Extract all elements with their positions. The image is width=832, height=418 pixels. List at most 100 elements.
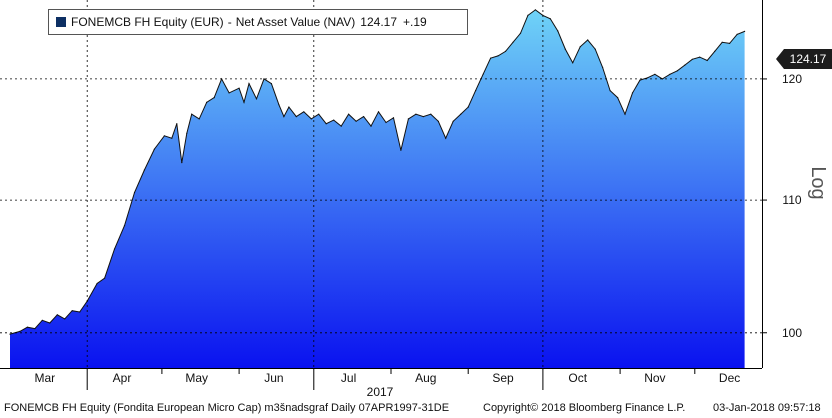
nav-data-point xyxy=(370,125,372,127)
x-month-label: Sep xyxy=(492,371,514,385)
x-month-label: Mar xyxy=(34,371,55,385)
nav-data-point xyxy=(699,56,701,58)
last-value-tag: 124.17 xyxy=(776,49,832,69)
nav-data-point xyxy=(228,92,230,94)
chart-footer: FONEMCB FH Equity (Fondita European Micr… xyxy=(0,399,832,418)
legend-ticker: FONEMCB FH Equity (EUR) xyxy=(71,15,224,29)
chart-legend: FONEMCB FH Equity (EUR) - Net Asset Valu… xyxy=(48,9,468,35)
nav-data-point xyxy=(34,328,36,330)
nav-data-point xyxy=(564,48,566,50)
nav-data-point xyxy=(669,73,671,75)
y-tick-label: 100 xyxy=(782,326,802,340)
nav-data-point xyxy=(56,314,58,316)
nav-data-point xyxy=(661,78,664,80)
nav-data-point xyxy=(355,120,357,122)
legend-swatch-icon xyxy=(56,17,66,27)
nav-data-point xyxy=(191,113,193,115)
nav-data-point xyxy=(310,118,312,120)
nav-data-point xyxy=(385,121,387,124)
nav-data-point xyxy=(691,58,693,60)
nav-data-point xyxy=(303,111,305,113)
nav-data-point xyxy=(181,162,183,164)
legend-last-value: 124.17 xyxy=(360,15,397,29)
nav-data-point xyxy=(64,318,66,320)
nav-data-point xyxy=(248,83,250,85)
nav-data-point xyxy=(676,70,678,72)
nav-data-point xyxy=(19,330,21,332)
nav-data-point xyxy=(572,62,574,64)
nav-data-point xyxy=(609,90,611,92)
x-month-label: Jun xyxy=(264,371,283,385)
nav-data-point xyxy=(198,118,200,120)
nav-data-point xyxy=(153,148,155,150)
scale-label: Log xyxy=(807,166,829,199)
nav-data-point xyxy=(602,66,604,68)
nav-data-point xyxy=(143,169,145,171)
nav-data-point xyxy=(407,118,409,120)
nav-data-point xyxy=(527,14,529,16)
nav-data-point xyxy=(631,92,634,94)
nav-data-point xyxy=(654,73,656,75)
nav-data-point xyxy=(288,106,290,108)
nav-data-point xyxy=(422,116,424,118)
nav-data-point xyxy=(283,116,285,118)
nav-data-point xyxy=(325,123,327,125)
nav-data-point xyxy=(171,137,173,139)
nav-data-point xyxy=(729,42,731,45)
footer-timestamp: 03-Jan-2018 09:57:18 xyxy=(713,402,821,414)
year-label: 2017 xyxy=(367,385,394,399)
nav-data-point xyxy=(348,113,350,115)
nav-data-point xyxy=(467,106,469,108)
nav-data-point xyxy=(430,113,432,115)
nav-data-point xyxy=(123,225,126,227)
nav-data-point xyxy=(445,137,447,139)
nav-data-point xyxy=(392,117,395,119)
legend-description: Net Asset Value (NAV) xyxy=(235,15,356,29)
nav-data-point xyxy=(490,57,492,59)
footer-security-info: FONEMCB FH Equity (Fondita European Micr… xyxy=(4,402,450,414)
nav-data-point xyxy=(295,116,297,118)
x-month-label: Oct xyxy=(568,371,587,385)
x-month-label: Jul xyxy=(341,371,356,385)
nav-data-point xyxy=(736,33,738,36)
x-month-label: Aug xyxy=(415,371,436,385)
y-tick-label: 120 xyxy=(782,72,802,86)
nav-data-point xyxy=(617,97,619,99)
nav-data-point xyxy=(333,119,335,121)
nav-data-point xyxy=(133,191,136,194)
nav-data-point xyxy=(646,77,649,79)
nav-data-point xyxy=(512,41,514,43)
nav-data-point xyxy=(594,48,596,50)
nav-data-point xyxy=(243,101,245,103)
nav-data-point xyxy=(639,79,641,81)
y-tick-label: 110 xyxy=(782,193,801,207)
nav-data-point xyxy=(482,73,484,75)
nav-data-point xyxy=(340,125,342,127)
x-month-label: Dec xyxy=(719,371,740,385)
nav-data-point xyxy=(557,30,559,32)
nav-data-point xyxy=(41,319,43,321)
nav-data-point xyxy=(26,326,28,328)
nav-data-point xyxy=(186,132,188,134)
nav-data-point xyxy=(684,64,686,66)
x-month-label: Apr xyxy=(113,371,132,385)
nav-data-point xyxy=(437,120,439,122)
nav-data-point xyxy=(163,135,165,137)
x-month-label: May xyxy=(185,371,208,385)
nav-data-point xyxy=(587,39,589,41)
nav-data-point xyxy=(263,78,265,80)
nav-data-point xyxy=(452,120,454,122)
nav-data-point xyxy=(79,311,81,313)
nav-data-point xyxy=(624,113,626,115)
nav-data-point xyxy=(96,282,98,285)
nav-data-point xyxy=(721,41,723,43)
nav-data-point xyxy=(460,113,462,115)
nav-data-point xyxy=(549,18,551,20)
nav-area-fill xyxy=(10,9,745,369)
nav-data-point xyxy=(519,32,522,34)
nav-data-point xyxy=(579,46,581,48)
x-month-label: Nov xyxy=(644,371,665,385)
legend-change: +.19 xyxy=(403,15,427,29)
nav-data-point xyxy=(270,83,272,85)
nav-data-point xyxy=(206,101,208,103)
